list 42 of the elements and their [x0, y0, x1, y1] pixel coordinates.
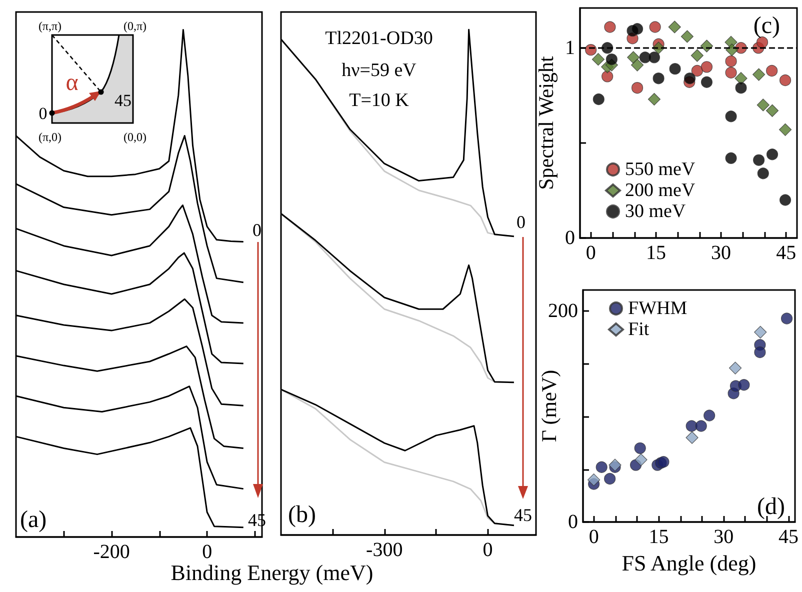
legend-label: 30 meV	[625, 201, 686, 222]
y-axis-title: Γ (meV)	[537, 370, 561, 442]
x-tick-label: 15	[648, 526, 669, 548]
x-tick-label: -200	[93, 541, 130, 563]
annotation: (a)	[20, 507, 47, 533]
legend-label: 200 meV	[625, 180, 696, 201]
annotation: 45	[114, 91, 132, 110]
annotation: 45	[514, 505, 532, 525]
annotation: (0,π)	[123, 19, 147, 33]
y-tick-label: 0	[565, 227, 575, 249]
annotation: hν=59 eV	[342, 60, 417, 81]
x-tick-label: 30	[711, 242, 732, 264]
annotation: (b)	[288, 502, 316, 528]
y-tick-label: 200	[548, 300, 578, 322]
annotation: 0	[38, 104, 48, 123]
annotation: 0	[516, 212, 526, 232]
x-tick-label: 45	[776, 242, 796, 264]
legend-label: 550 meV	[625, 159, 696, 180]
x-tick-label: 45	[778, 526, 799, 548]
annotation: (d)	[757, 494, 785, 520]
x-tick-label: 0	[588, 526, 599, 548]
x-tick-label: 0	[202, 541, 212, 563]
x-tick-label: -300	[366, 539, 403, 561]
x-axis-title: FS Angle (deg)	[622, 550, 756, 576]
legend-label: Fit	[628, 319, 650, 340]
annotation: α	[66, 70, 79, 96]
annotation: (c)	[753, 13, 780, 39]
annotation: Tl2201-OD30	[325, 28, 433, 49]
x-tick-label: 15	[646, 242, 666, 264]
x-tick-label: 30	[714, 526, 734, 548]
y-axis-title: Spectral Weight	[534, 56, 558, 190]
legend-label: FWHM	[628, 298, 688, 319]
annotation: (π,π)	[38, 19, 62, 33]
annotation: 0	[252, 220, 262, 240]
annotation: (π,0)	[38, 130, 62, 144]
y-tick-label: 1	[565, 36, 575, 59]
annotation: T=10 K	[349, 90, 410, 111]
x-tick-label: 0	[586, 242, 596, 264]
x-tick-label: 0	[482, 539, 493, 561]
y-tick-label: 0	[568, 511, 578, 533]
annotation: (0,0)	[124, 130, 146, 144]
x-axis-title: Binding Energy (meV)	[170, 560, 374, 585]
